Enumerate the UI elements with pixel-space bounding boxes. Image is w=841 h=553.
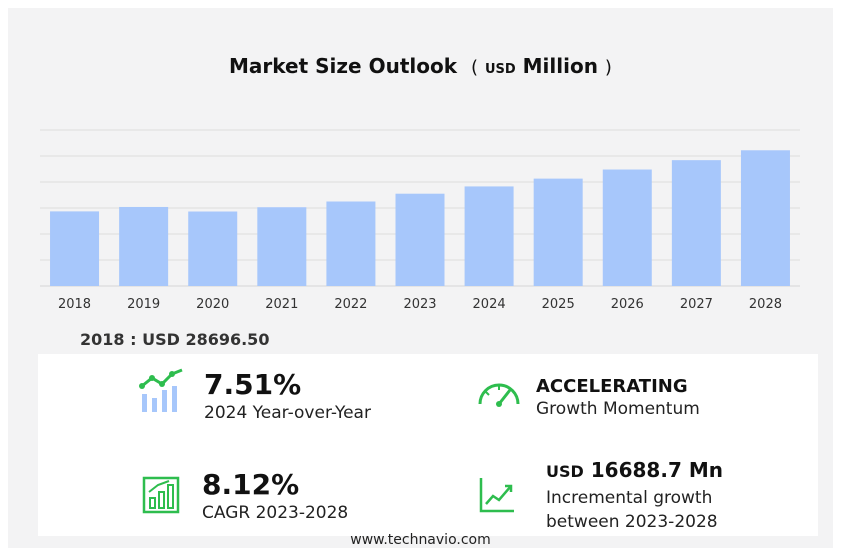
x-tick-label: 2020 xyxy=(196,297,229,312)
bar-2022 xyxy=(326,201,376,286)
bar-2020 xyxy=(188,211,238,286)
trend-line-icon xyxy=(479,478,514,513)
title-main: Market Size Outlook xyxy=(229,54,458,78)
yoy-value: 7.51% xyxy=(204,368,302,401)
x-tick-label: 2023 xyxy=(403,297,436,312)
momentum-stat: ACCELERATING Growth Momentum xyxy=(536,376,700,421)
incremental-label-1: Incremental growth xyxy=(546,488,713,508)
incremental-currency: USD xyxy=(546,462,584,481)
x-tick-label: 2022 xyxy=(334,297,367,312)
stats-panel: 7.51% 2024 Year-over-Year ACCELERATING G… xyxy=(38,354,818,536)
bar-2027 xyxy=(671,160,721,286)
x-tick-label: 2028 xyxy=(749,297,782,312)
incremental-value: 16688.7 Mn xyxy=(590,458,723,482)
title-paren-open: ( xyxy=(470,57,478,78)
x-tick-label: 2027 xyxy=(680,297,713,312)
bar-2024 xyxy=(464,186,514,286)
title-paren-close: ) xyxy=(604,57,612,78)
bar-2018 xyxy=(50,211,100,286)
cagr-stat: 8.12% CAGR 2023-2028 xyxy=(202,468,348,525)
x-tick-label: 2021 xyxy=(265,297,298,312)
x-tick-label: 2026 xyxy=(611,297,644,312)
cagr-label: CAGR 2023-2028 xyxy=(202,503,349,523)
title-unit: Million xyxy=(522,54,598,78)
x-tick-label: 2024 xyxy=(473,297,506,312)
incremental-label-2: between 2023-2028 xyxy=(546,512,718,532)
yoy-stat: 7.51% 2024 Year-over-Year xyxy=(204,368,371,425)
bar-2023 xyxy=(395,193,445,286)
chart-title: Market Size Outlook ( USD Million ) xyxy=(8,54,833,78)
speedometer-icon xyxy=(478,383,520,407)
bar-2025 xyxy=(533,178,583,286)
bar-growth-icon xyxy=(142,476,180,514)
yoy-label: 2024 Year-over-Year xyxy=(204,403,371,423)
bar-2019 xyxy=(119,206,169,286)
momentum-value: ACCELERATING xyxy=(536,376,688,397)
growth-chart-icon xyxy=(139,368,183,412)
cagr-value: 8.12% xyxy=(202,468,300,501)
base-year-value: 2018 : USD 28696.50 xyxy=(80,330,270,349)
x-tick-label: 2018 xyxy=(58,297,91,312)
footer-url: www.technavio.com xyxy=(350,532,491,548)
momentum-label: Growth Momentum xyxy=(536,399,700,419)
x-tick-label: 2025 xyxy=(542,297,575,312)
bar-2026 xyxy=(602,169,652,286)
title-currency: USD xyxy=(484,62,516,77)
bar-chart: 2018 2019 2020 2021 2022 2023 2024 2025 2026 2027… xyxy=(40,129,800,312)
incremental-stat: USD 16688.7 Mn Incremental growth betwee… xyxy=(546,458,723,534)
incremental-value-line: USD 16688.7 Mn xyxy=(546,458,723,482)
bar-2021 xyxy=(257,207,307,286)
chart-card: Market Size Outlook ( USD Million ) 2018… xyxy=(8,8,833,548)
x-tick-label: 2019 xyxy=(127,297,160,312)
bar-2028 xyxy=(740,150,790,286)
